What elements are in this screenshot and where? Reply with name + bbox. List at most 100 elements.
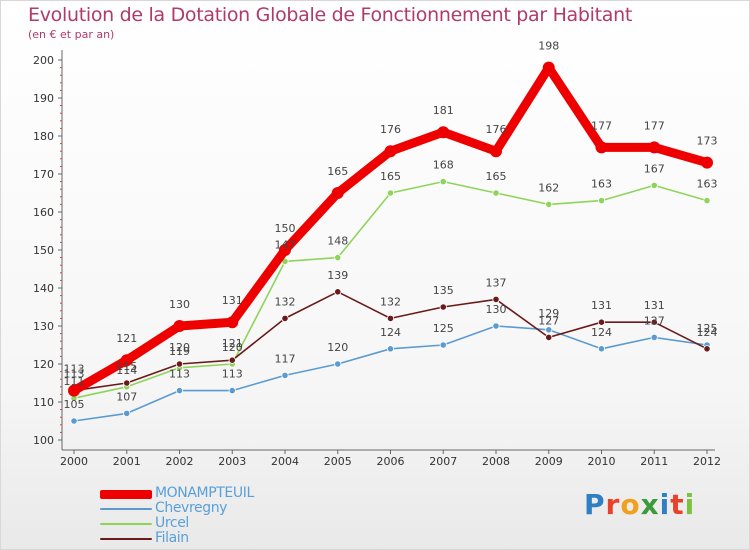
data-label: 132 xyxy=(275,295,296,308)
x-tick-label: 2002 xyxy=(166,455,194,468)
data-label: 181 xyxy=(433,104,454,117)
legend-swatch xyxy=(100,538,152,540)
data-label: 173 xyxy=(697,135,718,148)
data-label: 120 xyxy=(222,341,243,354)
x-tick-label: 2005 xyxy=(324,455,352,468)
data-point xyxy=(384,145,397,158)
data-point xyxy=(175,360,184,368)
data-point xyxy=(703,345,711,353)
logo-letter: P xyxy=(584,488,606,521)
legend-label: MONAMPTEUIL xyxy=(155,485,254,501)
data-point xyxy=(597,345,606,353)
data-point xyxy=(279,244,291,256)
data-point xyxy=(386,345,395,353)
y-tick-label: 190 xyxy=(33,92,54,105)
x-tick-label: 2000 xyxy=(60,455,88,468)
data-label: 165 xyxy=(486,170,507,183)
data-point xyxy=(334,254,342,262)
series-line-urcel xyxy=(73,180,708,400)
data-label: 124 xyxy=(591,326,612,339)
data-label: 114 xyxy=(116,364,137,377)
data-point xyxy=(173,320,186,332)
data-label: 113 xyxy=(64,363,85,376)
data-point xyxy=(175,386,184,395)
data-point xyxy=(650,318,658,326)
data-label: 127 xyxy=(538,314,559,327)
data-label: 121 xyxy=(222,337,243,350)
data-label: 135 xyxy=(433,284,454,297)
data-label: 129 xyxy=(538,307,559,320)
x-tick-label: 2012 xyxy=(693,455,721,468)
data-label: 131 xyxy=(591,299,612,312)
data-label: 120 xyxy=(327,341,348,354)
y-tick-label: 150 xyxy=(33,244,54,257)
data-label: 163 xyxy=(697,178,718,191)
data-label: 148 xyxy=(327,235,348,248)
data-point xyxy=(386,189,395,197)
data-point xyxy=(334,360,342,368)
legend-label: Urcel xyxy=(155,515,189,531)
data-point xyxy=(437,126,450,139)
data-label: 124 xyxy=(697,326,718,339)
legend-label: Filain xyxy=(155,530,189,546)
data-point xyxy=(650,181,658,189)
logo-letter: i xyxy=(684,488,696,521)
data-label: 124 xyxy=(380,326,401,339)
data-label: 127 xyxy=(644,314,665,327)
data-point xyxy=(597,318,606,326)
x-tick-label: 2010 xyxy=(588,455,616,468)
proxiti-logo: Proxiti xyxy=(584,488,695,521)
data-point xyxy=(439,341,447,349)
data-label: 131 xyxy=(644,299,665,312)
data-point xyxy=(545,326,553,334)
data-point xyxy=(386,314,395,322)
data-point xyxy=(226,316,239,329)
data-label: 113 xyxy=(169,368,190,381)
data-label: 111 xyxy=(64,375,85,388)
logo-letter: i xyxy=(659,488,671,521)
data-label: 117 xyxy=(275,352,296,365)
legend-swatch xyxy=(100,523,152,525)
data-label: 120 xyxy=(169,341,190,354)
data-label: 119 xyxy=(169,345,190,358)
y-tick-label: 180 xyxy=(33,130,54,143)
data-point xyxy=(492,295,500,303)
y-tick-label: 100 xyxy=(33,434,54,447)
data-label: 115 xyxy=(116,360,137,373)
data-label: 113 xyxy=(222,368,243,381)
logo-letter: t xyxy=(670,488,685,521)
data-label: 113 xyxy=(64,368,85,381)
y-tick-label: 200 xyxy=(33,54,54,67)
data-point xyxy=(228,356,236,364)
data-point xyxy=(68,384,80,397)
data-label: 165 xyxy=(327,165,348,178)
data-point xyxy=(281,371,289,379)
data-label: 176 xyxy=(486,123,507,136)
data-point xyxy=(542,61,555,74)
chart-subtitle: (en € et par an) xyxy=(28,28,115,41)
data-label: 163 xyxy=(591,178,612,191)
x-tick-label: 2007 xyxy=(429,455,457,468)
data-point xyxy=(648,141,661,154)
data-label: 130 xyxy=(169,298,190,311)
data-label: 150 xyxy=(275,222,296,235)
data-point xyxy=(123,379,131,387)
data-label: 162 xyxy=(538,181,559,194)
logo-letter: o xyxy=(620,488,641,521)
logo-letter: x xyxy=(640,488,660,521)
data-point xyxy=(492,189,500,197)
data-label: 167 xyxy=(644,162,665,175)
chart-title: Evolution de la Dotation Globale de Fonc… xyxy=(28,4,633,26)
data-point xyxy=(545,200,553,208)
logo-letter: r xyxy=(605,488,621,521)
data-point xyxy=(439,178,447,186)
y-tick-label: 130 xyxy=(33,320,54,333)
y-tick-label: 120 xyxy=(33,358,54,371)
legend-swatch xyxy=(100,508,152,510)
data-point xyxy=(545,333,553,341)
data-point xyxy=(595,141,608,154)
data-label: 177 xyxy=(644,119,665,132)
data-point xyxy=(70,417,78,425)
data-point xyxy=(120,354,133,367)
data-point xyxy=(490,145,502,158)
